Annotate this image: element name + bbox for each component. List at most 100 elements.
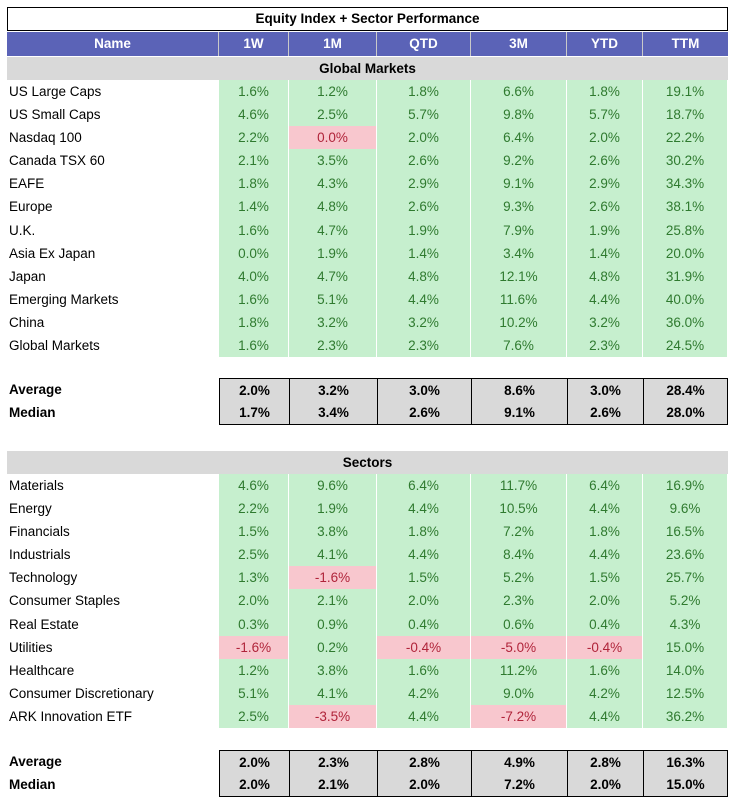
value-cell[interactable]: 4.7%	[289, 218, 377, 242]
value-cell[interactable]: 23.6%	[643, 543, 728, 567]
value-cell[interactable]: 2.0%	[377, 589, 471, 613]
value-cell[interactable]: 1.5%	[219, 520, 289, 544]
value-cell[interactable]: 4.8%	[289, 195, 377, 219]
value-cell[interactable]: 2.3%	[471, 589, 567, 613]
value-cell[interactable]: -1.6%	[289, 566, 377, 590]
value-cell[interactable]: -0.4%	[377, 635, 471, 659]
value-cell[interactable]: 9.3%	[471, 195, 567, 219]
value-cell[interactable]: 36.0%	[643, 310, 728, 335]
value-cell[interactable]: 4.2%	[377, 681, 471, 705]
value-cell[interactable]: 2.3%	[289, 334, 377, 358]
value-cell[interactable]: -3.5%	[289, 704, 377, 729]
row-name[interactable]: Europe	[9, 199, 53, 215]
value-cell[interactable]: 9.1%	[471, 172, 567, 196]
column-header-ttm[interactable]: TTM	[671, 36, 700, 51]
column-header-qtd[interactable]: QTD	[377, 32, 471, 56]
value-cell[interactable]: 2.0%	[567, 589, 643, 613]
value-cell[interactable]: -5.0%	[471, 635, 567, 659]
value-cell[interactable]: 0.0%	[289, 126, 377, 150]
value-cell[interactable]: 4.4%	[377, 704, 471, 729]
value-cell[interactable]: 2.9%	[567, 172, 643, 196]
value-cell[interactable]: 6.4%	[377, 474, 471, 498]
row-name[interactable]: US Large Caps	[9, 84, 102, 99]
row-name[interactable]: Materials	[9, 478, 64, 493]
value-cell[interactable]: 4.1%	[289, 681, 377, 705]
value-cell[interactable]: 15.0%	[643, 635, 728, 659]
value-cell[interactable]: 1.6%	[219, 287, 289, 311]
row-name[interactable]: China	[9, 314, 45, 330]
row-name[interactable]: Industrials	[9, 547, 71, 563]
column-header-1m[interactable]: 1M	[289, 32, 377, 56]
value-cell[interactable]: 14.0%	[643, 658, 728, 682]
value-cell[interactable]: 25.7%	[643, 566, 728, 590]
value-cell[interactable]: 2.6%	[377, 149, 471, 173]
value-cell[interactable]: 1.8%	[567, 80, 643, 104]
column-header-name[interactable]: Name	[7, 32, 219, 56]
value-cell[interactable]: 10.2%	[471, 310, 567, 335]
value-cell[interactable]: 0.4%	[567, 612, 643, 636]
value-cell[interactable]: 3.2%	[377, 310, 471, 335]
value-cell[interactable]: 1.8%	[377, 520, 471, 544]
value-cell[interactable]: 1.4%	[567, 241, 643, 265]
value-cell[interactable]: 12.1%	[471, 264, 567, 288]
value-cell[interactable]: 4.7%	[289, 264, 377, 288]
value-cell[interactable]: 25.8%	[643, 218, 728, 242]
value-cell[interactable]: 1.3%	[219, 566, 289, 590]
value-cell[interactable]: 2.6%	[377, 195, 471, 219]
value-cell[interactable]: 2.5%	[289, 103, 377, 127]
value-cell[interactable]: 5.1%	[219, 681, 289, 705]
value-cell[interactable]: 4.3%	[289, 172, 377, 196]
value-cell[interactable]: 2.0%	[219, 589, 289, 613]
value-cell[interactable]: 9.2%	[471, 149, 567, 173]
value-cell[interactable]: 2.1%	[219, 149, 289, 173]
value-cell[interactable]: 4.6%	[219, 474, 289, 498]
value-cell[interactable]: 1.6%	[377, 658, 471, 682]
row-name[interactable]: Energy	[9, 501, 52, 517]
value-cell[interactable]: 5.7%	[567, 103, 643, 127]
value-cell[interactable]: 1.6%	[219, 334, 289, 358]
value-cell[interactable]: 4.4%	[567, 543, 643, 567]
value-cell[interactable]: 2.3%	[377, 334, 471, 358]
value-cell[interactable]: 0.9%	[289, 612, 377, 636]
value-cell[interactable]: 9.8%	[471, 103, 567, 127]
value-cell[interactable]: 6.6%	[471, 80, 567, 104]
column-header-3m[interactable]: 3M	[471, 32, 567, 56]
value-cell[interactable]: 1.9%	[567, 218, 643, 242]
row-name[interactable]: Global Markets	[9, 338, 100, 354]
value-cell[interactable]: 11.2%	[471, 658, 567, 682]
value-cell[interactable]: 2.2%	[219, 126, 289, 150]
value-cell[interactable]: 9.6%	[643, 497, 728, 521]
value-cell[interactable]: 2.0%	[567, 126, 643, 150]
value-cell[interactable]: 0.6%	[471, 612, 567, 636]
value-cell[interactable]: 1.9%	[377, 218, 471, 242]
row-name[interactable]: US Small Caps	[9, 107, 101, 123]
value-cell[interactable]: 4.4%	[567, 287, 643, 311]
value-cell[interactable]: 12.5%	[643, 681, 728, 705]
value-cell[interactable]: 20.0%	[643, 241, 728, 265]
value-cell[interactable]: 3.5%	[289, 149, 377, 173]
value-cell[interactable]: 9.0%	[471, 681, 567, 705]
value-cell[interactable]: 2.1%	[289, 589, 377, 613]
value-cell[interactable]: 1.9%	[289, 497, 377, 521]
value-cell[interactable]: 2.5%	[219, 543, 289, 567]
row-name[interactable]: Utilities	[9, 639, 53, 655]
value-cell[interactable]: 16.5%	[643, 520, 728, 544]
row-name[interactable]: Emerging Markets	[9, 291, 119, 307]
row-name[interactable]: ARK Innovation ETF	[9, 708, 133, 724]
value-cell[interactable]: 0.3%	[219, 612, 289, 636]
value-cell[interactable]: 0.4%	[377, 612, 471, 636]
value-cell[interactable]: 11.7%	[471, 474, 567, 498]
value-cell[interactable]: 22.2%	[643, 126, 728, 150]
value-cell[interactable]: 2.2%	[219, 497, 289, 521]
value-cell[interactable]: 1.2%	[219, 658, 289, 682]
row-name[interactable]: Consumer Staples	[9, 593, 121, 609]
value-cell[interactable]: 4.6%	[219, 103, 289, 127]
value-cell[interactable]: 4.8%	[567, 264, 643, 288]
value-cell[interactable]: 4.4%	[567, 704, 643, 729]
value-cell[interactable]: 8.4%	[471, 543, 567, 567]
value-cell[interactable]: 1.5%	[377, 566, 471, 590]
column-header-ytd[interactable]: YTD	[567, 32, 643, 56]
column-header-1w[interactable]: 1W	[219, 32, 289, 56]
value-cell[interactable]: 4.0%	[219, 264, 289, 288]
row-name[interactable]: Financials	[9, 524, 70, 540]
